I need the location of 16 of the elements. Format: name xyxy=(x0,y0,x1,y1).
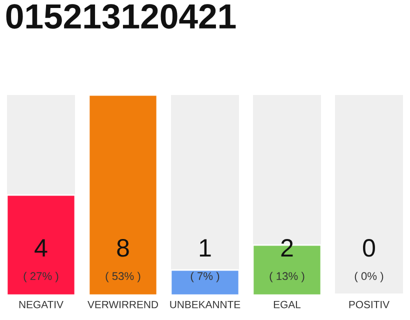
x-tick-label: UNBEKANNTE xyxy=(170,300,240,308)
x-tick-label: EGAL xyxy=(274,300,301,308)
x-tick-label: NEGATIV xyxy=(19,300,64,308)
annotation: ( 7% ) xyxy=(190,272,220,282)
x-tick-label: VERWIRREND xyxy=(88,300,158,308)
data-label: 8 xyxy=(117,239,129,257)
data-label: 4 xyxy=(34,239,48,257)
annotation: ( 0% ) xyxy=(354,272,384,282)
x-tick-label: POSITIV xyxy=(349,300,390,308)
data-label: 1 xyxy=(200,239,211,257)
bar xyxy=(170,269,240,296)
annotation: ( 53% ) xyxy=(106,272,140,282)
data-label: 0 xyxy=(363,239,375,257)
chart-title: 015213120421 xyxy=(6,4,236,29)
annotation: ( 27% ) xyxy=(24,272,58,282)
annotation: ( 13% ) xyxy=(270,272,304,282)
